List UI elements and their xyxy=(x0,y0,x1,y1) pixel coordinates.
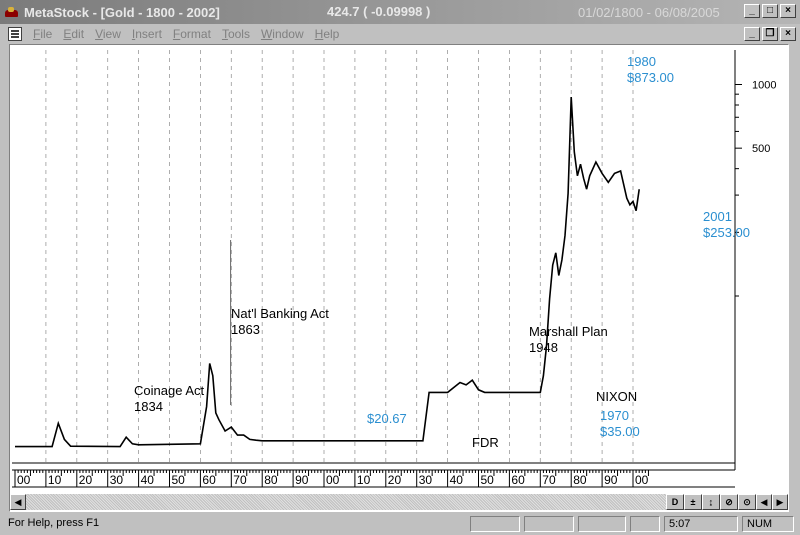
annotation-year-2001: $253.00 xyxy=(703,225,750,240)
x-tick-label: 90 xyxy=(295,473,309,487)
x-tick-label: 40 xyxy=(141,473,155,487)
zoom-toggle-button[interactable]: ± xyxy=(684,494,702,510)
annotation-marshall-plan: Marshall Plan xyxy=(529,324,608,339)
scroll-right-arrow-icon[interactable]: ▶ xyxy=(772,494,788,510)
annotation-coinage-act: Coinage Act xyxy=(134,383,204,398)
status-bar: For Help, press F1 5:07 NUM xyxy=(0,513,800,535)
document-icon[interactable] xyxy=(8,26,22,41)
x-tick-label: 20 xyxy=(79,473,93,487)
metastock-app-icon[interactable] xyxy=(4,4,20,20)
x-tick-label: 60 xyxy=(202,473,216,487)
annotation-year-1970: $35.00 xyxy=(600,424,640,439)
menu-window[interactable]: Window xyxy=(260,26,304,41)
annotation-coinage-act: 1834 xyxy=(134,399,163,414)
x-tick-label: 80 xyxy=(264,473,278,487)
annotation-nixon: NIXON xyxy=(596,389,637,404)
annotation-year-2001: 2001 xyxy=(703,209,732,224)
no-zoom-button[interactable]: ⊘ xyxy=(720,494,738,510)
time-axis: 00 10 20 30 40 50 60 70 80 90 00 10 20 30 40 50 60 70 80 90… xyxy=(12,469,735,488)
child-minimize-button[interactable]: _ xyxy=(744,27,760,41)
x-tick-label: 50 xyxy=(481,473,495,487)
annotation-marshall-plan: 1948 xyxy=(529,340,558,355)
annotation-year-1980: 1980 xyxy=(627,54,656,69)
menu-edit[interactable]: Edit xyxy=(63,26,85,41)
menu-format[interactable]: Format xyxy=(172,26,211,41)
annotation-price-2067: $20.67 xyxy=(367,411,407,426)
last-value: 424.7 ( -0.09998 ) xyxy=(327,4,431,19)
x-tick-label: 30 xyxy=(110,473,124,487)
status-panel-4 xyxy=(630,516,660,532)
x-tick-label: 10 xyxy=(357,473,371,487)
x-tick-label: 00 xyxy=(326,473,340,487)
minimize-button[interactable]: _ xyxy=(744,4,760,18)
menu-insert[interactable]: Insert xyxy=(131,26,162,41)
menu-help[interactable]: Help xyxy=(314,26,340,41)
scroll-left-arrow-icon[interactable]: ◀ xyxy=(10,494,26,510)
help-status: For Help, press F1 xyxy=(8,517,100,529)
x-tick-label: 70 xyxy=(233,473,247,487)
y-tick-label: 500 xyxy=(752,143,770,155)
x-tick-label: 80 xyxy=(573,473,587,487)
scroll-track[interactable] xyxy=(26,494,666,510)
scroll-toggle-button[interactable]: ↨ xyxy=(702,494,720,510)
chart-grid xyxy=(45,50,634,463)
x-tick-label: 00 xyxy=(17,473,31,487)
price-axis: 1000 500 xyxy=(12,50,776,470)
annotation-banking-act: 1863 xyxy=(231,322,260,337)
num-lock-panel: NUM xyxy=(742,516,794,532)
x-tick-label: 90 xyxy=(604,473,618,487)
horizontal-scrollbar[interactable]: ◀ D ± ↨ ⊘ ⊙ ◀ ▶ xyxy=(10,494,788,510)
annotation-year-1970: 1970 xyxy=(600,408,629,423)
annotation-fdr: FDR xyxy=(472,435,499,450)
maximize-button[interactable]: □ xyxy=(762,4,778,18)
close-button[interactable]: × xyxy=(780,4,796,18)
x-tick-label: 50 xyxy=(172,473,186,487)
x-tick-label: 10 xyxy=(48,473,62,487)
x-tick-label: 60 xyxy=(511,473,525,487)
menu-file[interactable]: File xyxy=(33,26,53,41)
child-restore-button[interactable]: ❐ xyxy=(762,27,778,41)
x-tick-label: 20 xyxy=(388,473,402,487)
window-title: MetaStock - [Gold - 1800 - 2002] xyxy=(24,4,220,20)
date-range: 01/02/1800 - 06/08/2005 xyxy=(578,5,720,20)
target-button[interactable]: ⊙ xyxy=(738,494,756,510)
y-tick-label: 1000 xyxy=(752,80,776,92)
annotation-year-1980: $873.00 xyxy=(627,70,674,85)
status-panel-1 xyxy=(470,516,520,532)
menu-view[interactable]: View xyxy=(95,26,121,41)
menu-bar: File Edit View Insert Format Tools Windo… xyxy=(0,24,800,43)
title-bar: MetaStock - [Gold - 1800 - 2002] 424.7 (… xyxy=(0,0,800,24)
daily-periodicity-button[interactable]: D xyxy=(666,494,684,510)
menu-tools[interactable]: Tools xyxy=(221,26,250,41)
status-panel-3 xyxy=(578,516,626,532)
clock-panel: 5:07 xyxy=(664,516,738,532)
x-tick-label: 40 xyxy=(450,473,464,487)
x-tick-label: 00 xyxy=(635,473,649,487)
status-panel-2 xyxy=(524,516,574,532)
x-tick-label: 30 xyxy=(419,473,433,487)
gold-price-line xyxy=(15,96,640,448)
scroll-prev-arrow-icon[interactable]: ◀ xyxy=(756,494,772,510)
annotation-banking-act: Nat'l Banking Act xyxy=(231,306,329,321)
child-close-button[interactable]: × xyxy=(780,27,796,41)
x-tick-label: 70 xyxy=(542,473,556,487)
